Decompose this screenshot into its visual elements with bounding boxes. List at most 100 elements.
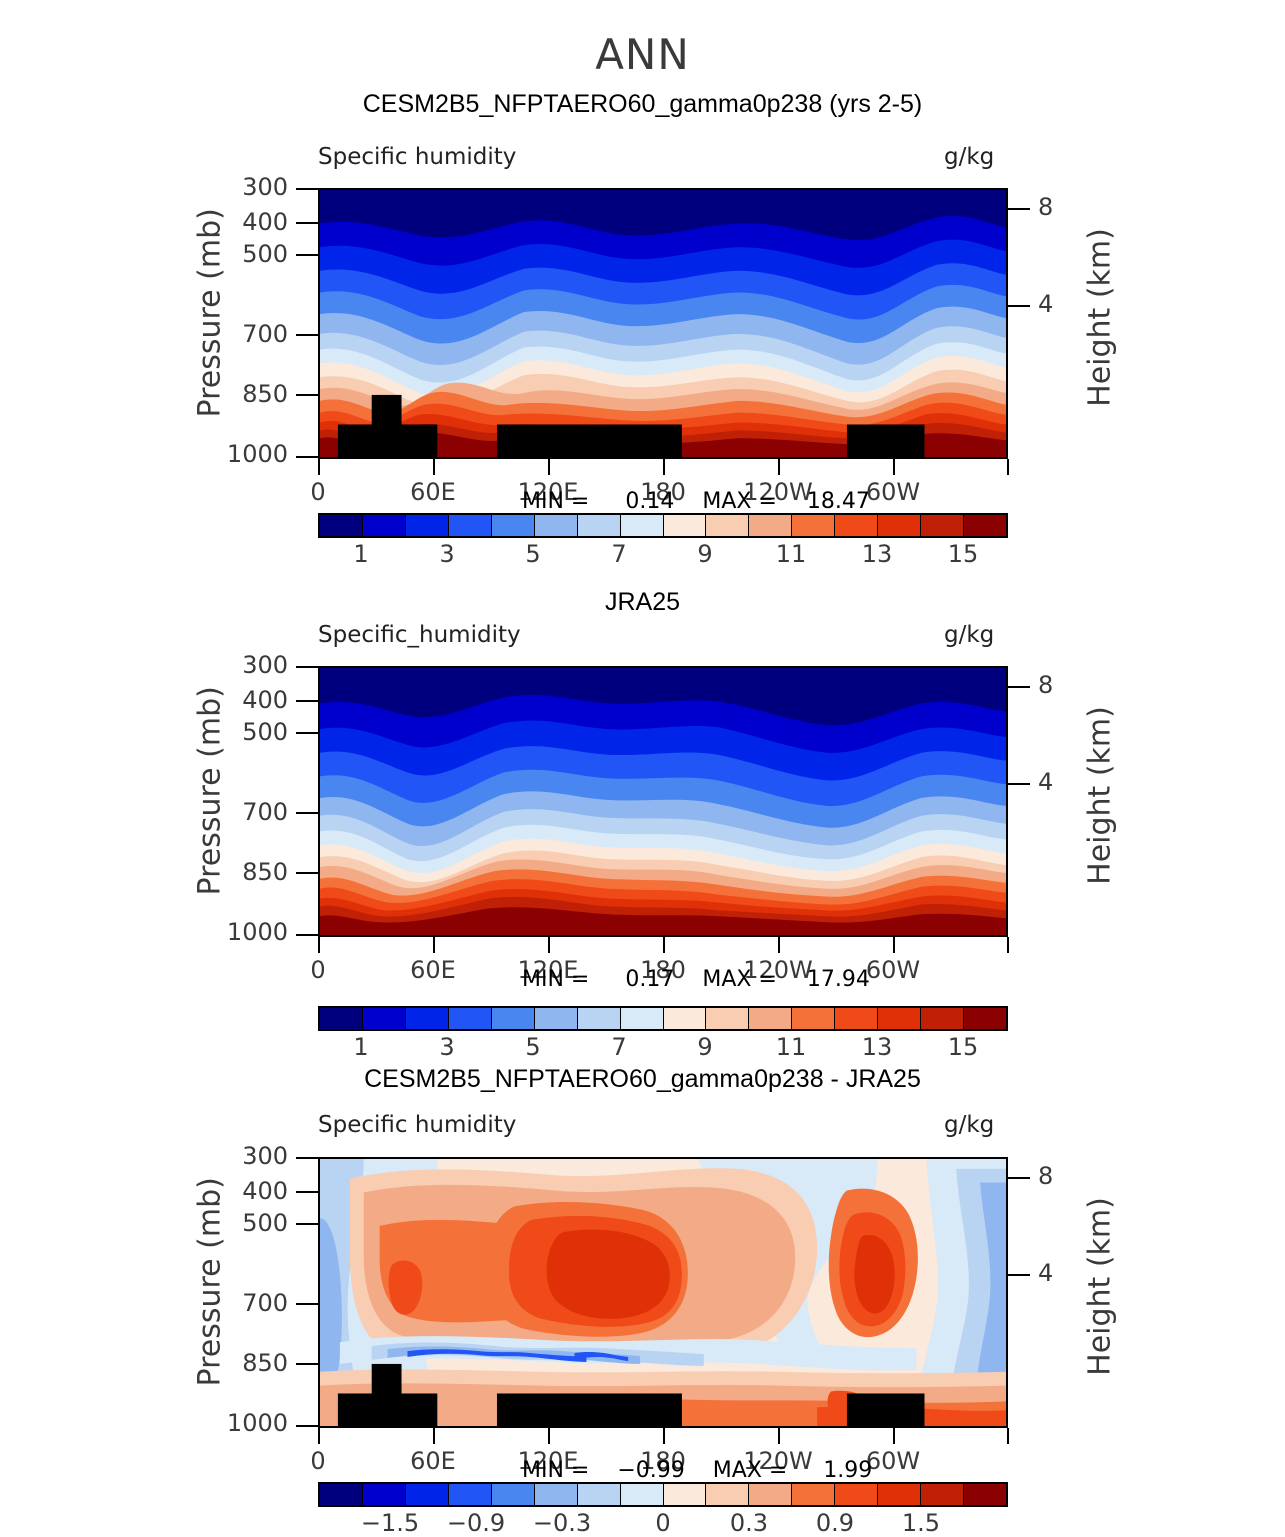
panel-obs-xtick-0: 0 [310,956,326,984]
panel-obs-xtick-60W: 60W [865,956,921,984]
panel-model-ytick-300: 300 [242,173,288,201]
minmax-max-label: MAX = [702,967,777,992]
panel-model-height-axis-label: Height (km) [1082,228,1118,407]
panel-model-variable-label: Specific humidity [318,144,517,170]
panel-obs-cbtick-15: 15 [947,1033,979,1061]
panel-model-min-value: 0.14 [625,489,675,514]
panel-diff-xtick-60W: 60W [865,1447,921,1475]
panel-diff-xtick-120E: 120E [517,1447,579,1475]
panel-model-height-tick-8: 8 [1038,193,1054,221]
panel-obs-unit-label: g/kg [944,622,995,648]
panel-model-ytick-700: 700 [242,320,288,348]
panel-obs-height-axis-label: Height (km) [1082,706,1118,885]
panel-obs-contour-field [320,668,1006,935]
panel-diff-ytick-500: 500 [242,1209,288,1237]
panel-obs-cbtick-1: 1 [353,1033,369,1061]
panel-obs-colorbar[interactable] [318,1006,1008,1031]
panel-model-cbtick-3: 3 [439,540,455,568]
minmax-max-label: MAX = [702,489,777,514]
panel-model-unit-label: g/kg [944,144,995,170]
topography-mask [337,394,925,457]
panel-diff-colorbar[interactable] [318,1482,1008,1507]
panel-diff-xtick-120W: 120W [743,1447,813,1475]
panel-diff-contour-field [320,1159,1006,1426]
panel-model-xtick-60E: 60E [410,478,456,506]
panel-diff-xtick-60E: 60E [410,1447,456,1475]
panel-obs-cbtick-5: 5 [525,1033,541,1061]
panel-diff-ytick-1000: 1000 [226,1409,288,1437]
panel-model-max-value: 18.47 [806,489,870,514]
panel-model-cbtick-1: 1 [353,540,369,568]
panel-model-cbtick-15: 15 [947,540,979,568]
panel-obs-ytick-300: 300 [242,651,288,679]
panel-diff-max-value: 1.99 [823,1458,873,1483]
panel-model-plot [318,188,1008,459]
panel-diff-ytick-700: 700 [242,1289,288,1317]
panel-model-xtick-120W: 120W [743,478,813,506]
panel-obs-ytick-700: 700 [242,798,288,826]
panel-diff-cbtick-03: 0.3 [729,1509,769,1537]
panel-obs-xtick-120E: 120E [517,956,579,984]
panel-model-contour-field [320,190,1006,457]
panel-obs-cbtick-3: 3 [439,1033,455,1061]
panel-obs-variable-label: Specific_humidity [318,622,521,648]
panel-model-xtick-180: 180 [640,478,686,506]
panel-obs-height-tick-8: 8 [1038,671,1054,699]
minmax-max-label: MAX = [712,1458,788,1483]
panel-obs-cbtick-11: 11 [775,1033,807,1061]
panel-obs-cbtick-13: 13 [861,1033,893,1061]
minmax-min-label: MIN = [522,1458,590,1483]
panel-model-cbtick-9: 9 [697,540,713,568]
panel-obs-xtick-120W: 120W [743,956,813,984]
panel-obs-cbtick-9: 9 [697,1033,713,1061]
panel-diff-title: CESM2B5_NFPTAERO60_gamma0p238 - JRA25 [364,1065,921,1093]
figure-suptitle: ANN [595,30,690,79]
panel-obs-xtick-60E: 60E [410,956,456,984]
panel-diff-ytick-850: 850 [242,1349,288,1377]
panel-diff-cbtick-15: 1.5 [901,1509,941,1537]
panel-model-cbtick-11: 11 [775,540,807,568]
panel-model-xtick-120E: 120E [517,478,579,506]
minmax-min-label: MIN = [522,967,590,992]
panel-obs-title: JRA25 [604,588,681,616]
panel-model-height-tick-4: 4 [1038,290,1054,318]
panel-diff-xtick-0: 0 [310,1447,326,1475]
panel-model-cbtick-5: 5 [525,540,541,568]
panel-diff-cbtick-m03: −0.3 [532,1509,592,1537]
panel-diff-plot [318,1157,1008,1428]
panel-diff-min-value: −0.99 [617,1458,685,1483]
panel-model-ytick-500: 500 [242,240,288,268]
panel-obs-min-value: 0.17 [625,967,675,992]
panel-diff-variable-label: Specific humidity [318,1112,517,1138]
panel-model-xtick-0: 0 [310,478,326,506]
panel-diff-xtick-180: 180 [640,1447,686,1475]
panel-obs-minmax: MIN = 0.17 MAX = 17.94 [522,967,870,992]
panel-obs-ytick-400: 400 [242,686,288,714]
panel-model-colorbar[interactable] [318,513,1008,538]
panel-diff-height-axis-label: Height (km) [1082,1197,1118,1376]
panel-obs-cbtick-7: 7 [611,1033,627,1061]
panel-obs-ytick-850: 850 [242,858,288,886]
panel-diff-minmax: MIN = −0.99 MAX = 1.99 [522,1458,872,1483]
minmax-min-label: MIN = [522,489,590,514]
panel-model-minmax: MIN = 0.14 MAX = 18.47 [522,489,870,514]
panel-diff-cbtick-0: 0 [655,1509,671,1537]
panel-obs-height-tick-4: 4 [1038,768,1054,796]
panel-obs-plot [318,666,1008,937]
panel-model-ytick-850: 850 [242,380,288,408]
panel-diff-unit-label: g/kg [944,1112,995,1138]
panel-diff-ytick-400: 400 [242,1177,288,1205]
panel-diff-cbtick-m09: −0.9 [446,1509,506,1537]
panel-model-title: CESM2B5_NFPTAERO60_gamma0p238 (yrs 2-5) [362,90,923,118]
panel-obs-ytick-1000: 1000 [226,918,288,946]
panel-obs-max-value: 17.94 [806,967,870,992]
panel-model-xtick-60W: 60W [865,478,921,506]
panel-diff-height-tick-8: 8 [1038,1162,1054,1190]
panel-model-ytick-400: 400 [242,208,288,236]
panel-diff-ytick-300: 300 [242,1142,288,1170]
panel-model-ytick-1000: 1000 [226,440,288,468]
panel-model-cbtick-7: 7 [611,540,627,568]
panel-obs-ytick-500: 500 [242,718,288,746]
panel-diff-cbtick-09: 0.9 [815,1509,855,1537]
panel-obs-xtick-180: 180 [640,956,686,984]
